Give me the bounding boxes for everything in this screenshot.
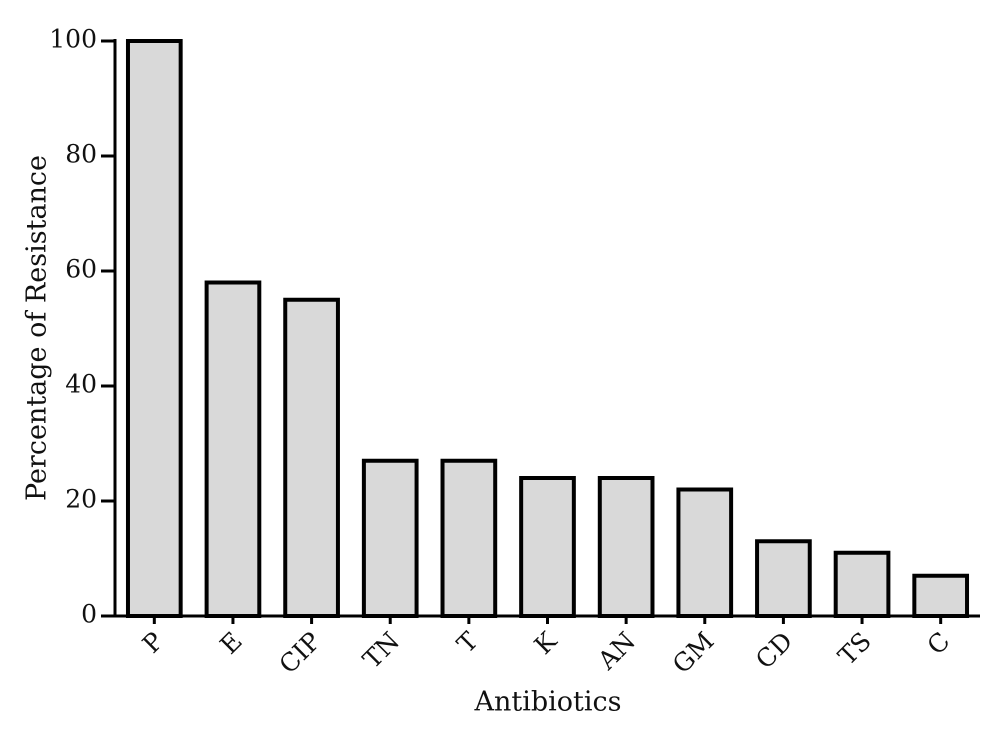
x-tick-label: AN <box>592 626 641 675</box>
bar <box>676 487 734 618</box>
bar <box>519 476 576 618</box>
x-tick-label: CD <box>750 626 798 674</box>
bar <box>283 297 340 618</box>
bar <box>440 458 498 618</box>
y-tick-label: 40 <box>65 370 97 399</box>
y-tick-label: 20 <box>65 485 97 514</box>
x-tick-label: C <box>921 626 955 660</box>
x-tick-label: TN <box>357 626 405 674</box>
y-tick-label: 60 <box>65 255 97 284</box>
y-axis-title: Percentage of Resistance <box>22 155 53 501</box>
x-tick-label: T <box>451 626 484 659</box>
x-tick-label: CIP <box>274 626 327 679</box>
y-tick-label: 80 <box>65 140 97 169</box>
bar <box>597 476 655 618</box>
x-tick-label: TS <box>832 626 876 670</box>
x-tick-label: K <box>529 625 564 660</box>
bar <box>361 458 419 618</box>
x-tick-label: P <box>137 626 169 658</box>
bar <box>755 539 812 618</box>
y-tick-label: 0 <box>81 600 97 629</box>
bar <box>833 550 891 618</box>
bar <box>912 573 970 618</box>
bar <box>204 280 262 618</box>
y-tick-label: 100 <box>49 25 97 54</box>
x-tick-label: E <box>214 626 247 659</box>
x-axis-title: Antibiotics <box>473 687 621 718</box>
x-tick-label: GM <box>667 626 720 679</box>
bar <box>125 39 183 618</box>
